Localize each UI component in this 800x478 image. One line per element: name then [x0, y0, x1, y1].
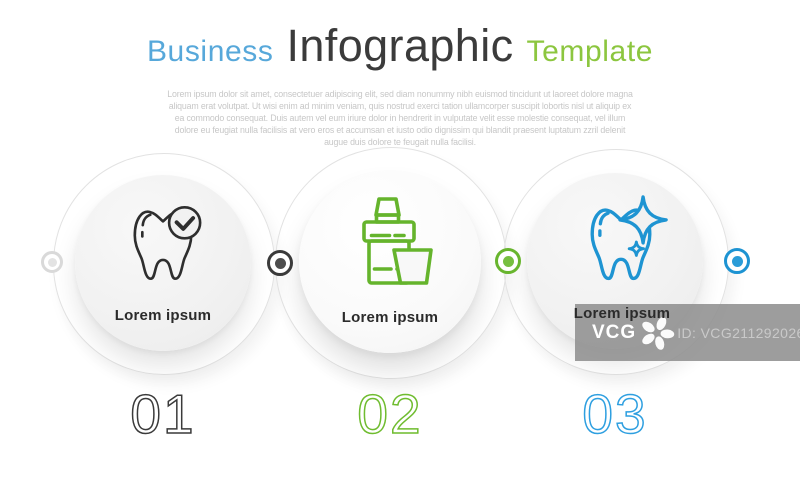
- title-word-template: Template: [526, 35, 654, 68]
- watermark-id-text: ID: VCG211292026105: [677, 324, 800, 341]
- step-number-1: 01: [130, 383, 196, 445]
- connector-dot-2: [495, 248, 521, 274]
- step-label: Lorem ipsum: [573, 305, 671, 322]
- step-number-2: 02: [357, 383, 423, 445]
- step-label: Lorem ipsum: [341, 309, 439, 326]
- watermark: VCG ID: VCG211292026105: [575, 304, 800, 361]
- page-title: Business Infographic Template: [0, 20, 800, 72]
- connector-dot-1: [267, 250, 293, 276]
- title-word-business: Business: [146, 35, 274, 68]
- intro-paragraph: Lorem ipsum dolor sit amet, consectetuer…: [167, 88, 633, 148]
- step-circle-3: Lorem ipsum: [527, 173, 703, 349]
- vcg-flower-icon: [642, 316, 675, 350]
- step-circle-1: Lorem ipsum: [75, 175, 251, 351]
- tooth-whitening-icon: [590, 195, 668, 281]
- tooth-with-check-icon: [133, 205, 202, 281]
- connector-dot-start: [41, 251, 63, 273]
- step-number-3: 03: [582, 383, 648, 445]
- step-label: Lorem ipsum: [114, 307, 212, 324]
- step-circle-2: Lorem ipsum: [299, 171, 481, 353]
- connector-dot-3: [724, 248, 750, 274]
- title-word-infographic: Infographic: [286, 20, 514, 71]
- vcg-brand-text: VCG: [592, 321, 637, 343]
- mouthwash-bottle-icon: [362, 197, 433, 285]
